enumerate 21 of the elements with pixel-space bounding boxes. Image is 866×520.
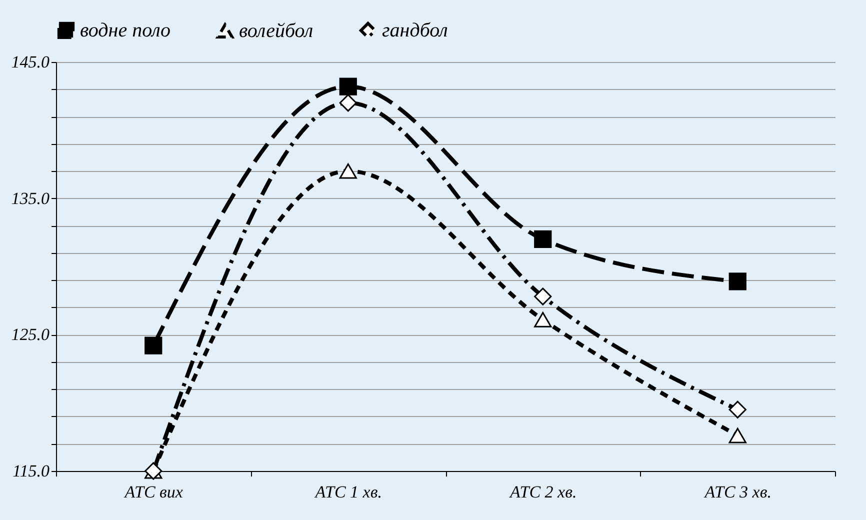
legend-label: гандбол — [382, 19, 448, 42]
y-tick-label: 135.0 — [11, 188, 50, 208]
point — [339, 94, 357, 112]
point — [534, 230, 552, 248]
point — [534, 312, 552, 328]
y-tick-label: 115.0 — [12, 462, 50, 480]
legend-label: водне поло — [80, 19, 171, 42]
x-tick-label: АТС 2 хв. — [509, 482, 577, 502]
y-tick-label: 125.0 — [11, 325, 50, 344]
x-tick-label: АТС 3 хв. — [704, 482, 772, 502]
point — [728, 400, 746, 418]
x-tick-label: АТС вих — [124, 482, 184, 502]
point — [339, 78, 357, 96]
legend-label: волейбол — [239, 20, 314, 42]
y-tick-label: 145.0 — [11, 52, 50, 72]
point — [534, 288, 552, 306]
point — [144, 336, 162, 354]
point — [339, 163, 357, 179]
point — [728, 428, 746, 444]
x-tick-label: АТС 1 хв. — [314, 482, 382, 502]
point — [728, 272, 746, 290]
